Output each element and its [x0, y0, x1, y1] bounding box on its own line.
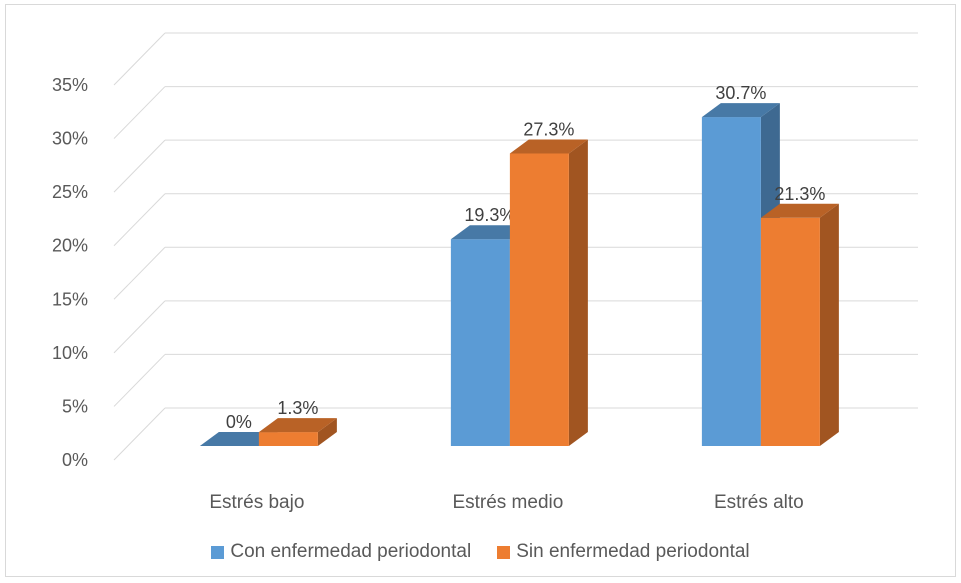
x-category-label: Estrés alto [714, 492, 804, 513]
bar-top-1-3 [701, 103, 780, 118]
legend: Con enfermedad periodontal Sin enfermeda… [6, 541, 955, 563]
bar-top-2-2 [509, 139, 588, 154]
x-category-label: Estrés bajo [209, 492, 304, 513]
gridline-diag-15 [113, 246, 166, 300]
bar-top-2-1 [258, 418, 337, 433]
data-label: 27.3% [523, 120, 574, 140]
legend-label-series-1: Con enfermedad periodontal [230, 541, 472, 562]
data-label: 21.3% [774, 184, 825, 204]
legend-swatch-series-1 [211, 545, 225, 559]
bar-top-1-1 [199, 432, 278, 446]
y-tick-label: 10% [52, 343, 88, 363]
bar-side-2-2 [568, 139, 588, 446]
bar-series-2-2 [509, 153, 569, 446]
bar-series-2-1 [258, 432, 318, 446]
legend-label-series-2: Sin enfermedad periodontal [516, 541, 750, 562]
bar-chart: 0% 5% 10% 15% 20% 25% 30% 35% 0% 1.3% Estrés bajo 1… [52, 32, 918, 513]
y-tick-label: 5% [62, 396, 88, 416]
bar-series-1-3 [701, 117, 761, 447]
gridline-diag-5 [113, 354, 166, 407]
y-tick-label: 0% [62, 450, 88, 470]
data-label: 30.7% [715, 83, 766, 103]
data-label: 1.3% [277, 398, 318, 418]
y-tick-label: 20% [52, 236, 88, 256]
y-tick-label: 25% [52, 182, 88, 202]
bar-series-2-3 [760, 217, 820, 446]
gridline-diag-35 [113, 32, 166, 86]
gridline-diag-25 [113, 139, 166, 193]
bar-top-2-3 [760, 203, 839, 218]
x-category-label: Estrés medio [452, 492, 563, 513]
legend-item-series-1: Con enfermedad periodontal [211, 541, 471, 563]
gridline-diag-20 [113, 193, 166, 247]
data-label: 19.3% [464, 205, 515, 225]
gridline-diag-10 [113, 300, 166, 354]
bar-side-2-1 [317, 418, 337, 446]
y-tick-label: 35% [52, 75, 88, 95]
bar-top-1-2 [450, 225, 529, 240]
gridline-diag-30 [113, 86, 166, 139]
y-tick-label: 30% [52, 129, 88, 149]
bar-series-1-2 [450, 239, 510, 446]
bar-side-2-3 [819, 203, 839, 446]
chart-frame: 0% 5% 10% 15% 20% 25% 30% 35% 0% 1.3% Estrés bajo 1… [5, 4, 956, 577]
data-label: 0% [226, 412, 252, 432]
legend-swatch-series-2 [497, 545, 511, 559]
gridline-diag-0 [113, 407, 166, 461]
y-tick-label: 15% [52, 289, 88, 309]
legend-item-series-2: Sin enfermedad periodontal [497, 541, 750, 563]
